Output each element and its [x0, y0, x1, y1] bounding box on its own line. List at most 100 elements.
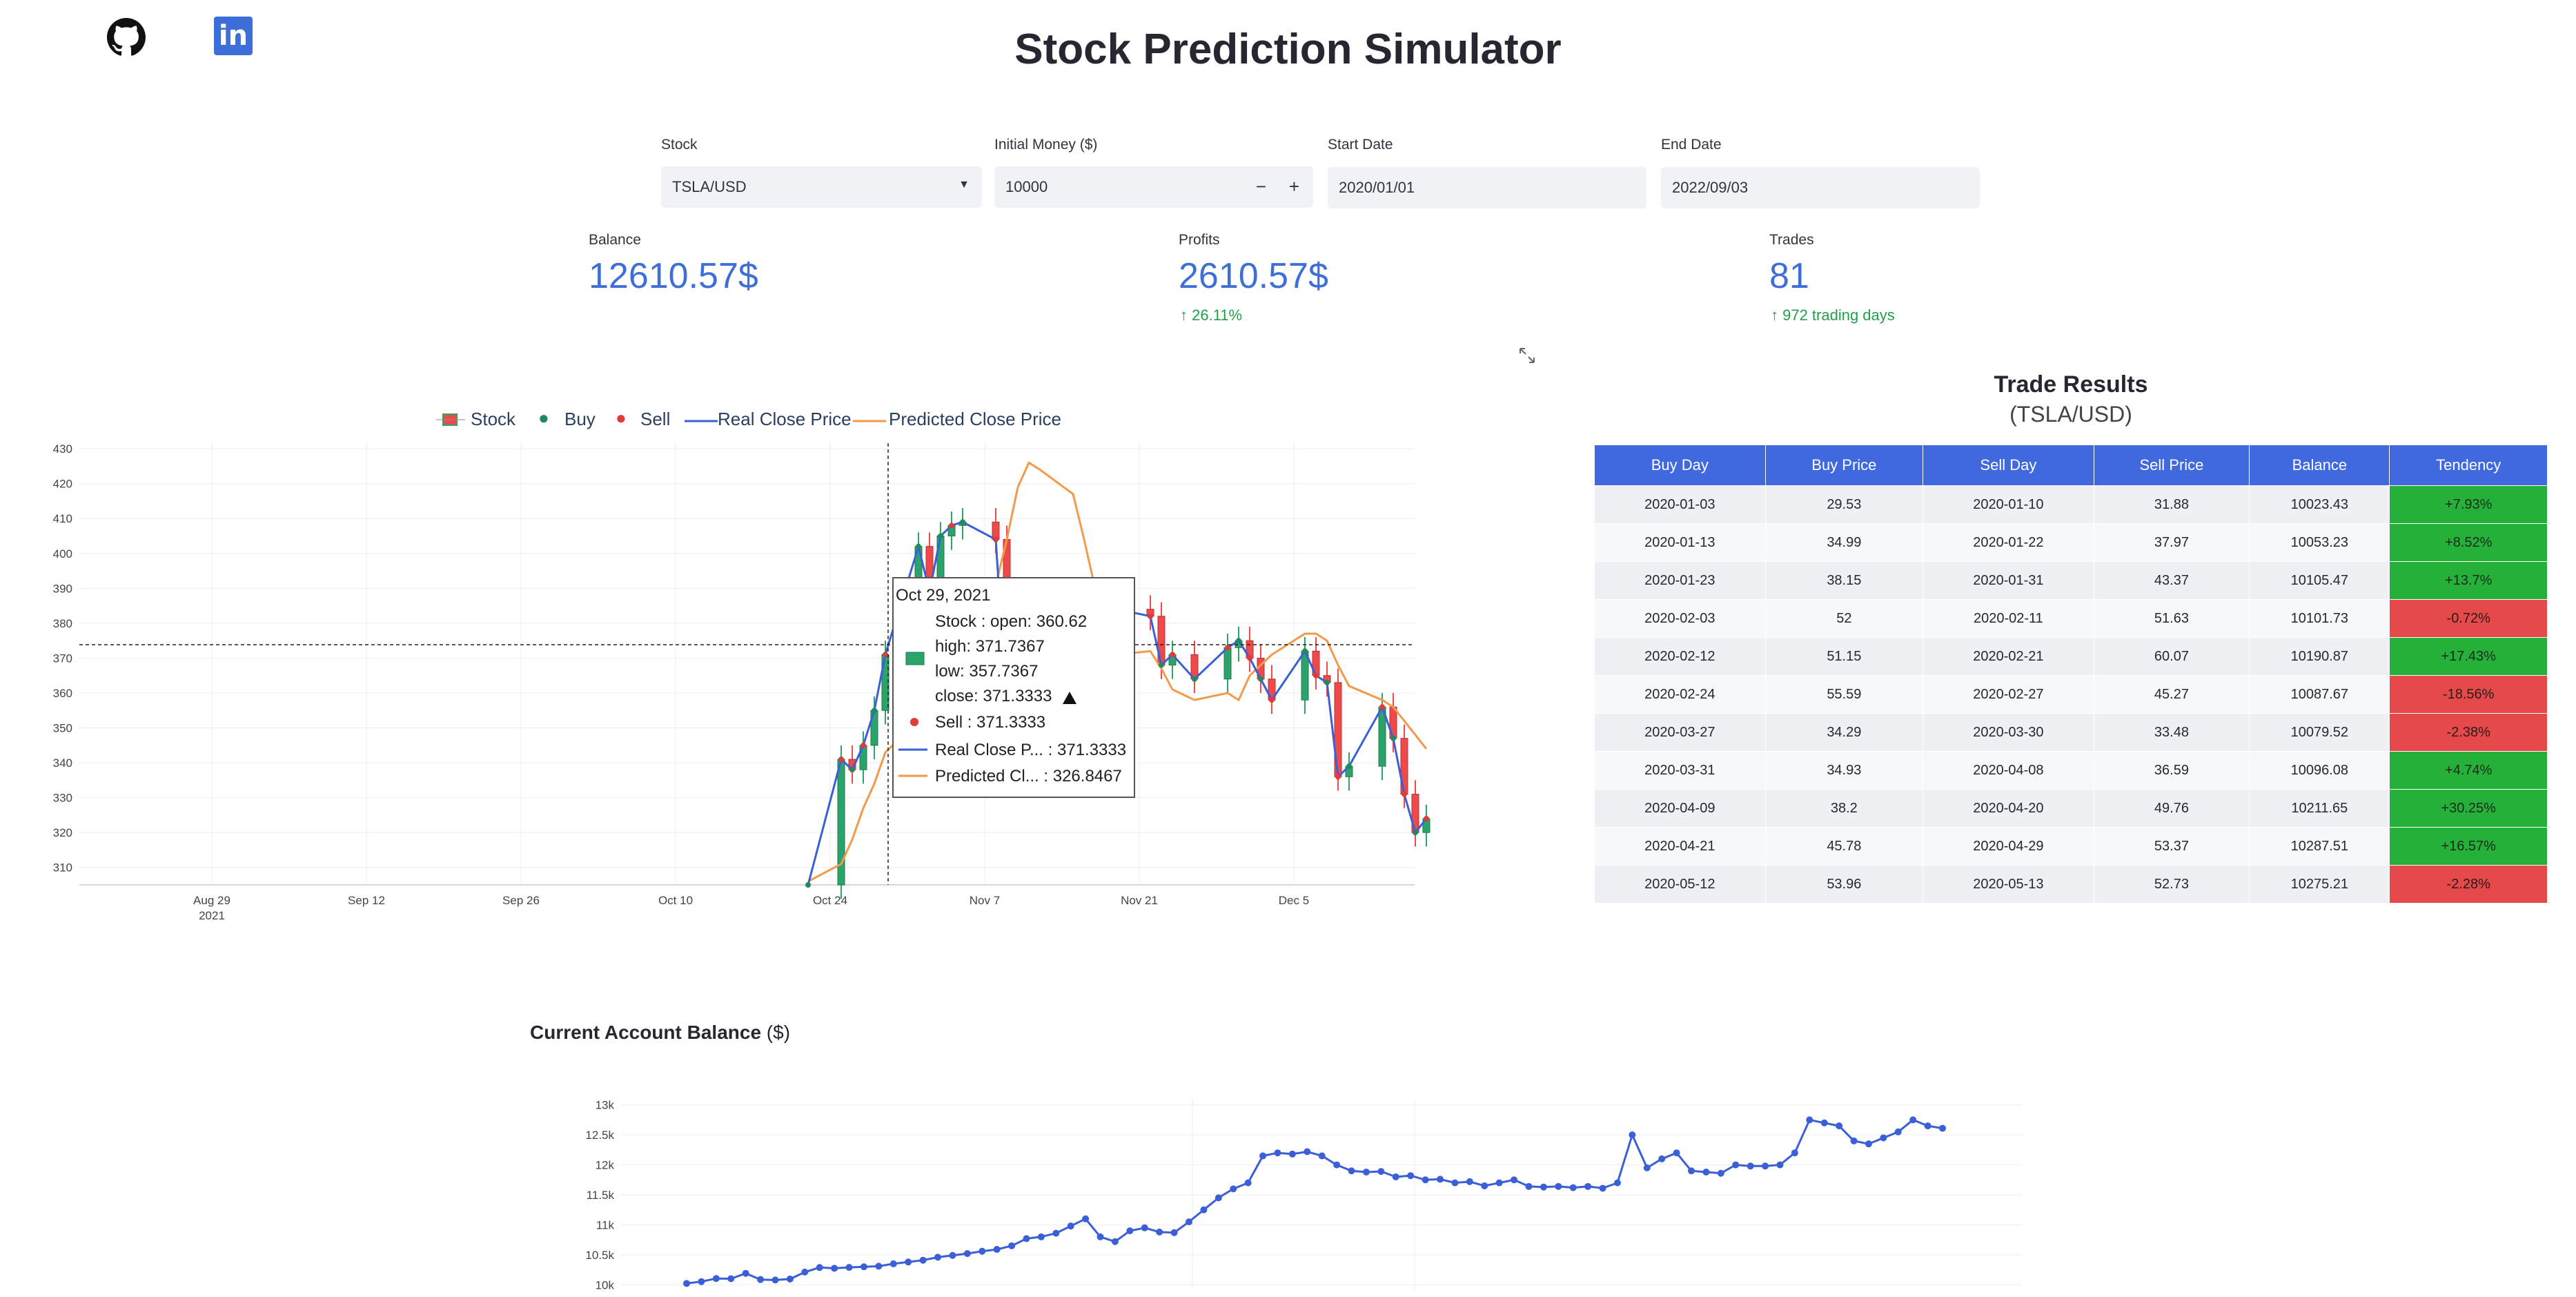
balance-point[interactable]	[889, 1260, 897, 1267]
balance-point[interactable]	[771, 1276, 779, 1284]
balance-point[interactable]	[727, 1275, 735, 1283]
column-header[interactable]: Balance	[2249, 445, 2390, 486]
column-header[interactable]: Buy Day	[1594, 445, 1766, 486]
balance-point[interactable]	[1008, 1242, 1016, 1249]
stock-select[interactable]: TSLA/USD ▼	[661, 166, 982, 208]
sell-marker[interactable]	[1402, 791, 1407, 797]
balance-line[interactable]	[686, 1118, 1943, 1285]
balance-point[interactable]	[1629, 1131, 1636, 1139]
candle-body[interactable]	[1223, 647, 1232, 680]
legend-stock[interactable]: Stock	[471, 409, 516, 429]
balance-line-chart[interactable]: 13k 12.5k 12k 11.5k 11k 10.5k 10k	[0, 1077, 2070, 1297]
balance-point[interactable]	[1230, 1185, 1237, 1193]
balance-point[interactable]	[1584, 1182, 1592, 1190]
balance-point[interactable]	[1437, 1176, 1444, 1183]
balance-point[interactable]	[845, 1264, 853, 1271]
sell-marker[interactable]	[1247, 655, 1252, 661]
legend-sell[interactable]: Sell	[640, 409, 671, 429]
balance-point[interactable]	[1688, 1167, 1695, 1175]
buy-marker[interactable]	[1236, 638, 1241, 644]
balance-point[interactable]	[698, 1278, 705, 1285]
balance-point[interactable]	[683, 1280, 690, 1287]
balance-point[interactable]	[1909, 1116, 1917, 1124]
balance-point[interactable]	[1067, 1222, 1074, 1230]
sell-marker[interactable]	[1170, 652, 1175, 658]
sell-marker[interactable]	[949, 523, 954, 529]
start-date-input[interactable]: 2020/01/01	[1328, 167, 1646, 208]
column-header[interactable]: Sell Price	[2093, 445, 2250, 486]
balance-point[interactable]	[1333, 1161, 1341, 1169]
balance-point[interactable]	[1274, 1149, 1281, 1157]
buy-marker[interactable]	[1324, 679, 1330, 685]
legend-buy[interactable]: Buy	[564, 409, 596, 429]
balance-point[interactable]	[1924, 1122, 1931, 1130]
buy-marker[interactable]	[938, 533, 943, 539]
balance-point[interactable]	[1052, 1229, 1060, 1237]
balance-point[interactable]	[1673, 1149, 1680, 1157]
balance-point[interactable]	[1170, 1229, 1178, 1236]
balance-point[interactable]	[1525, 1182, 1533, 1190]
balance-point[interactable]	[1732, 1161, 1740, 1169]
balance-point[interactable]	[1776, 1161, 1784, 1169]
balance-point[interactable]	[1362, 1168, 1370, 1176]
balance-point[interactable]	[1939, 1124, 1946, 1132]
buy-marker[interactable]	[1302, 648, 1308, 654]
buy-marker[interactable]	[960, 519, 965, 525]
balance-point[interactable]	[801, 1268, 809, 1276]
sell-marker[interactable]	[1269, 697, 1275, 703]
buy-marker[interactable]	[1159, 662, 1164, 668]
buy-marker[interactable]	[1390, 735, 1396, 741]
balance-point[interactable]	[860, 1263, 867, 1271]
sell-marker[interactable]	[1335, 774, 1341, 780]
balance-point[interactable]	[1348, 1167, 1355, 1175]
linkedin-icon[interactable]: in	[214, 17, 253, 55]
balance-point[interactable]	[1540, 1183, 1547, 1191]
sell-marker[interactable]	[1424, 815, 1429, 821]
balance-point[interactable]	[905, 1258, 912, 1266]
decrement-button[interactable]: −	[1255, 176, 1266, 197]
balance-point[interactable]	[1377, 1168, 1385, 1176]
chevron-down-icon[interactable]: ▼	[958, 179, 970, 191]
balance-point[interactable]	[831, 1265, 838, 1272]
balance-point[interactable]	[979, 1247, 986, 1255]
balance-point[interactable]	[1259, 1152, 1267, 1160]
balance-point[interactable]	[1466, 1178, 1473, 1185]
buy-marker[interactable]	[1346, 763, 1352, 770]
legend-real[interactable]: Real Close Price	[718, 409, 852, 429]
balance-point[interactable]	[1097, 1233, 1104, 1240]
legend-pred[interactable]: Predicted Close Price	[889, 409, 1061, 429]
buy-marker[interactable]	[1413, 830, 1418, 836]
balance-point[interactable]	[1717, 1169, 1724, 1177]
balance-point[interactable]	[786, 1275, 794, 1283]
balance-point[interactable]	[1643, 1164, 1651, 1171]
column-header[interactable]: Buy Price	[1764, 445, 1924, 486]
expand-icon[interactable]	[1518, 347, 1536, 364]
balance-point[interactable]	[934, 1254, 941, 1261]
balance-point[interactable]	[1126, 1227, 1134, 1235]
balance-point[interactable]	[1865, 1140, 1872, 1148]
balance-point[interactable]	[1422, 1176, 1429, 1184]
sell-marker[interactable]	[1148, 613, 1153, 619]
sell-marker[interactable]	[861, 742, 866, 748]
column-header[interactable]: Tendency	[2389, 445, 2548, 486]
initial-money-input[interactable]: 10000 − +	[994, 166, 1313, 208]
balance-point[interactable]	[1407, 1172, 1415, 1180]
balance-point[interactable]	[712, 1275, 720, 1283]
balance-point[interactable]	[1200, 1206, 1208, 1213]
column-header[interactable]: Sell Day	[1923, 445, 2094, 486]
balance-point[interactable]	[1082, 1215, 1090, 1222]
balance-point[interactable]	[1658, 1155, 1666, 1162]
balance-point[interactable]	[993, 1246, 1001, 1254]
balance-point[interactable]	[949, 1251, 956, 1259]
balance-point[interactable]	[963, 1250, 971, 1258]
balance-point[interactable]	[1141, 1224, 1148, 1231]
balance-point[interactable]	[1481, 1182, 1488, 1189]
balance-point[interactable]	[1613, 1179, 1621, 1187]
balance-point[interactable]	[1215, 1194, 1222, 1202]
balance-point[interactable]	[875, 1262, 883, 1270]
balance-point[interactable]	[1836, 1122, 1843, 1130]
buy-marker[interactable]	[872, 708, 877, 714]
balance-point[interactable]	[1186, 1218, 1192, 1226]
balance-point[interactable]	[816, 1264, 823, 1271]
balance-point[interactable]	[1304, 1148, 1311, 1155]
